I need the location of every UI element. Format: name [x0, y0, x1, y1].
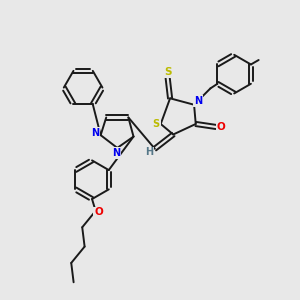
Text: N: N — [112, 148, 120, 158]
Text: H: H — [146, 147, 154, 157]
Text: N: N — [194, 96, 202, 106]
Text: O: O — [94, 207, 103, 218]
Text: O: O — [217, 122, 226, 132]
Text: S: S — [153, 119, 160, 129]
Text: N: N — [91, 128, 99, 138]
Text: S: S — [164, 67, 171, 77]
